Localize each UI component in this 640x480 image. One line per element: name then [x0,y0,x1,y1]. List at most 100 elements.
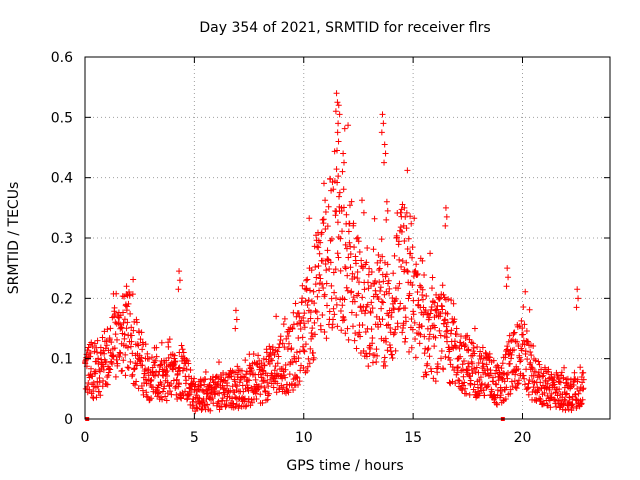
data-point [180,349,187,356]
data-point [406,290,413,297]
data-point [305,297,312,304]
data-point [165,343,172,350]
data-point [402,213,409,220]
data-point [459,367,466,374]
data-point [462,385,469,392]
data-point [213,402,220,409]
data-point [536,361,543,368]
data-point [561,396,568,403]
data-point [427,310,434,317]
data-point [471,350,478,357]
data-point [198,382,205,389]
data-point [454,365,461,372]
data-point [285,333,292,340]
data-point [296,378,303,385]
data-point [553,403,560,410]
data-point [297,367,304,374]
data-point [302,341,309,348]
data-point [275,353,282,360]
data-point [573,304,580,311]
data-point [447,357,454,364]
data-point [380,120,387,127]
data-point [312,264,319,271]
data-point [573,396,580,403]
data-point [282,374,289,381]
data-point [465,363,472,370]
data-point [328,236,335,243]
data-point [292,300,299,307]
data-point [246,377,253,384]
data-point [424,346,431,353]
data-point [460,382,467,389]
data-point [296,313,303,320]
data-point [304,363,311,370]
data-point [299,295,306,302]
data-point [285,340,292,347]
data-point [480,363,487,370]
data-point [477,374,484,381]
data-point [395,285,402,292]
data-point [575,390,582,397]
y-tick-label: 0.5 [51,110,73,126]
data-point [353,345,360,352]
data-point [335,102,342,109]
data-point [344,272,351,279]
data-point [307,315,314,322]
data-point [103,342,110,349]
data-point [175,286,182,293]
data-point [485,381,492,388]
y-tick-labels: 0 0.1 0.2 0.3 0.4 0.5 0.6 [51,50,73,428]
data-point [293,349,300,356]
data-point [118,324,125,331]
data-point [321,293,328,300]
y-tick-label: 0.3 [51,231,73,247]
data-point [378,305,385,312]
data-point [515,342,522,349]
data-point [338,327,345,334]
data-point [91,340,98,347]
data-point [95,360,102,367]
x-tick-labels: 0 5 10 15 20 [81,430,532,446]
data-point [436,295,443,302]
data-point [349,270,356,277]
data-point [440,291,447,298]
data-point [507,390,514,397]
data-point [511,329,518,336]
data-point [100,366,107,373]
data-point [310,349,317,356]
data-point [365,363,372,370]
data-point [486,354,493,361]
data-point [452,380,459,387]
data-point [343,211,350,218]
data-point [409,281,416,288]
data-point [369,359,376,366]
data-point [369,334,376,341]
data-point [280,321,287,328]
data-point [396,256,403,263]
data-point [506,332,513,339]
data-point [336,193,343,200]
data-point [263,349,270,356]
data-point [425,345,432,352]
data-point [351,273,358,280]
data-point [133,319,140,326]
data-point [356,248,363,255]
data-point [401,238,408,245]
data-point [432,324,438,331]
data-point [105,372,112,379]
data-point [443,323,450,330]
data-point [128,338,135,345]
data-point [378,236,385,243]
data-point [462,342,469,349]
data-point [342,265,349,272]
data-point [442,204,449,211]
data-point [575,295,582,302]
data-point [295,381,302,388]
data-point [431,299,438,306]
data-point [322,209,329,216]
data-point [301,320,308,327]
data-point [544,392,551,399]
data-point [375,252,382,259]
data-point [525,380,532,387]
data-point [300,314,307,321]
